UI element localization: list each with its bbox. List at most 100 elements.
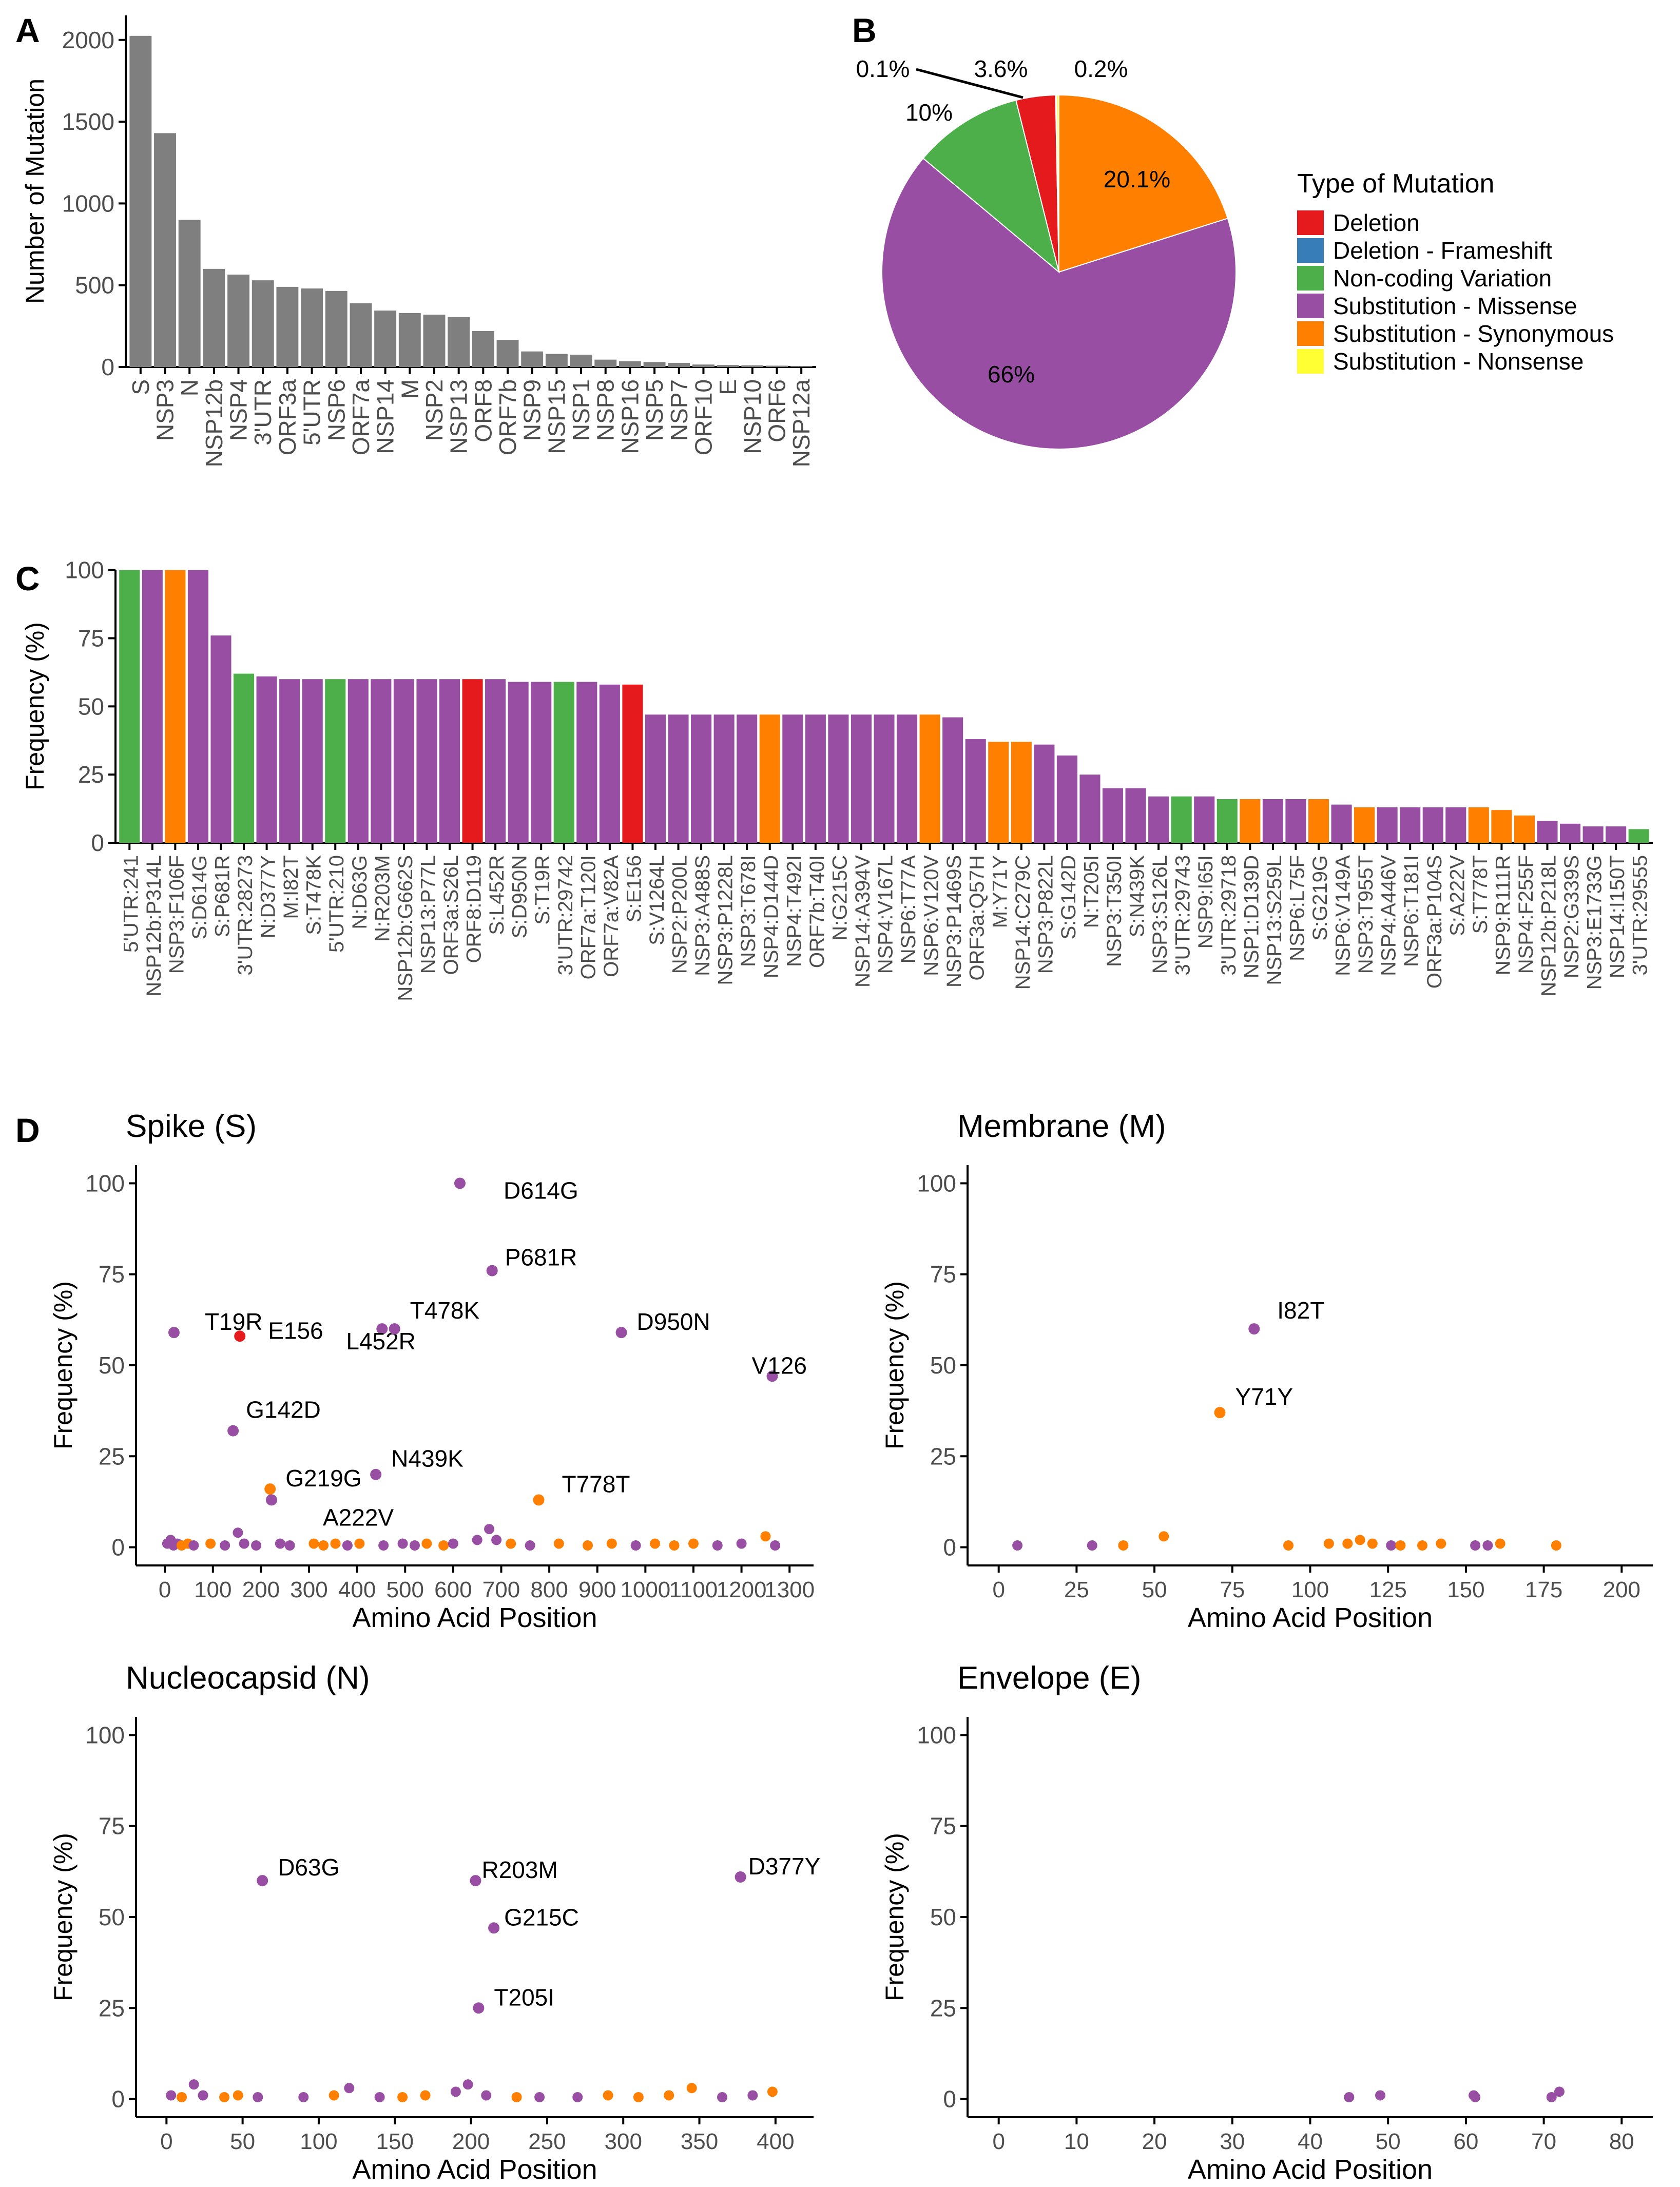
scatter-nucleocapsid-x-tick-label: 200 [452, 2129, 490, 2154]
panel-a-x-tick-label: NSP14 [372, 379, 399, 454]
scatter-nucleocapsid-y-tick-label: 100 [85, 1721, 125, 1748]
scatter-spike-y-axis-title: Frequency (%) [49, 1281, 78, 1449]
scatter-spike-point-label: D614G [504, 1177, 578, 1204]
scatter-nucleocapsid-point [717, 2092, 728, 2102]
scatter-spike-point [766, 1370, 778, 1382]
scatter-nucleocapsid-x-tick-label: 300 [605, 2129, 642, 2154]
scatter-nucleocapsid-x-tick-label: 350 [681, 2129, 718, 2154]
scatter-spike-point [553, 1538, 564, 1549]
scatter-nucleocapsid-x-tick-label: 400 [757, 2129, 794, 2154]
scatter-nucleocapsid-x-tick-label: 150 [376, 2129, 414, 2154]
panel-c-bar [645, 714, 666, 843]
scatter-membrane-x-tick-label: 175 [1525, 1577, 1562, 1602]
scatter-nucleocapsid-point-label: D63G [278, 1854, 339, 1881]
scatter-spike-y-tick-label: 75 [99, 1261, 125, 1288]
scatter-spike-point [284, 1540, 295, 1551]
panel-a-x-tick-label: NSP5 [641, 379, 668, 441]
panel-a-x-tick-label: NSP10 [739, 379, 766, 454]
panel-a-y-tick-label: 1000 [62, 190, 114, 217]
panel-c-bar [1125, 788, 1146, 843]
scatter-nucleocapsid-point [329, 2090, 339, 2101]
pie-slice [1058, 94, 1229, 273]
panel-c-x-tick-label: NSP9:R111R [1492, 855, 1514, 975]
panel-c-x-tick-label: NSP3:T350I [1103, 855, 1126, 967]
panel-c-x-tick-label: NSP3:E1733G [1584, 855, 1606, 990]
pie-slice-label: 0.2% [1074, 55, 1128, 82]
panel-c-bar [965, 739, 986, 843]
scatter-spike-point [736, 1538, 747, 1549]
panel-c-x-tick-label: 5'UTR:241 [120, 855, 142, 953]
scatter-nucleocapsid-x-axis-title: Amino Acid Position [352, 2154, 597, 2185]
panel-c-bar [1560, 823, 1581, 843]
panel-c-bar [1240, 799, 1261, 843]
scatter-nucleocapsid-x-tick-label: 250 [528, 2129, 566, 2154]
panel-c-x-tick-label: NSP3:F106F [165, 855, 188, 974]
scatter-spike-point [525, 1540, 535, 1551]
legend-label: Non-coding Variation [1333, 265, 1552, 292]
scatter-spike-point-label: A222V [323, 1504, 394, 1531]
panel-c-bar [1377, 807, 1398, 843]
scatter-spike-point [615, 1327, 627, 1339]
panel-a-bar [619, 361, 641, 367]
scatter-membrane-x-axis-title: Amino Acid Position [1188, 1602, 1433, 1633]
scatter-spike-x-tick-label: 0 [159, 1577, 171, 1602]
panel-a-bar [766, 365, 788, 367]
scatter-nucleocapsid-point [233, 2090, 243, 2101]
panel-c-bar [805, 714, 826, 843]
panel-c-bar [279, 679, 300, 843]
scatter-spike-point [378, 1540, 389, 1551]
panel-c-x-tick-label: S:V1264L [646, 855, 668, 945]
panel-a-x-tick-label: NSP6 [323, 379, 350, 441]
panel-c-x-tick-label: NSP3:T678I [737, 855, 760, 967]
scatter-spike-point [421, 1538, 432, 1549]
scatter-spike-y-tick-label: 100 [85, 1170, 125, 1196]
scatter-envelope-x-axis-title: Amino Acid Position [1188, 2154, 1433, 2185]
panel-c-x-tick-label: NSP13:P77L [417, 855, 439, 974]
panel-c-x-tick-label: ORF3a:Q57H [966, 855, 989, 981]
panel-a-bar [227, 274, 250, 367]
scatter-envelope-y-tick-label: 25 [930, 1995, 956, 2021]
scatter-spike-point [266, 1494, 277, 1506]
scatter-membrane-x-tick-label: 200 [1603, 1577, 1640, 1602]
panel-a-bar [276, 286, 299, 367]
panel-c-x-tick-label: NSP4:A446V [1378, 855, 1400, 976]
scatter-spike-point [533, 1494, 545, 1506]
panel-c-bar [1606, 826, 1627, 843]
scatter-spike-point-label: E156 [268, 1317, 323, 1344]
legend-key [1297, 210, 1324, 235]
panel-c-bar [210, 635, 231, 843]
panel-c-x-tick-label: NSP6:T77A [897, 855, 920, 964]
panel-c-x-tick-label: NSP3:P822L [1034, 855, 1057, 974]
scatter-envelope-x-tick-label: 70 [1531, 2129, 1556, 2154]
scatter-spike-point [650, 1538, 661, 1549]
scatter-spike-point [220, 1540, 230, 1551]
scatter-nucleocapsid-point [481, 2090, 492, 2101]
panel-a-y-tick-label: 500 [75, 272, 114, 299]
scatter-nucleocapsid-point-label: D377Y [748, 1853, 821, 1880]
legend-key [1297, 294, 1324, 318]
scatter-envelope-point [1554, 2086, 1565, 2097]
scatter-nucleocapsid-y-tick-label: 75 [99, 1813, 125, 1840]
scatter-membrane-point [1342, 1538, 1353, 1549]
panel-c-x-tick-label: NSP13:S259L [1263, 855, 1286, 985]
scatter-nucleocapsid-point [664, 2090, 674, 2101]
pie-slice [922, 100, 1060, 274]
scatter-spike-point [760, 1531, 771, 1542]
panel-c-bar [737, 714, 758, 843]
panel-c-y-axis-title: Frequency (%) [21, 622, 49, 790]
scatter-nucleocapsid-point [188, 2079, 199, 2090]
scatter-spike-point [330, 1538, 341, 1549]
scatter-nucleocapsid-y-tick-label: 25 [99, 1995, 125, 2021]
panel-c-x-tick-label: NSP4:F255F [1515, 855, 1537, 974]
panel-c-bar [691, 714, 712, 843]
panel-c-x-tick-label: ORF3a:P104S [1423, 855, 1446, 989]
scatter-membrane-x-tick-label: 75 [1220, 1577, 1245, 1602]
panel-a-bar [325, 291, 347, 367]
panel-a-bar [594, 359, 617, 367]
scatter-membrane-x-tick-label: 50 [1142, 1577, 1167, 1602]
scatter-nucleocapsid-x-tick-label: 50 [230, 2129, 255, 2154]
panel-a-bar [472, 331, 494, 367]
panel-c-x-tick-label: S:L452R [486, 855, 508, 935]
panel-a-x-tick-label: NSP7 [666, 379, 692, 441]
pie-slice [881, 158, 1237, 450]
